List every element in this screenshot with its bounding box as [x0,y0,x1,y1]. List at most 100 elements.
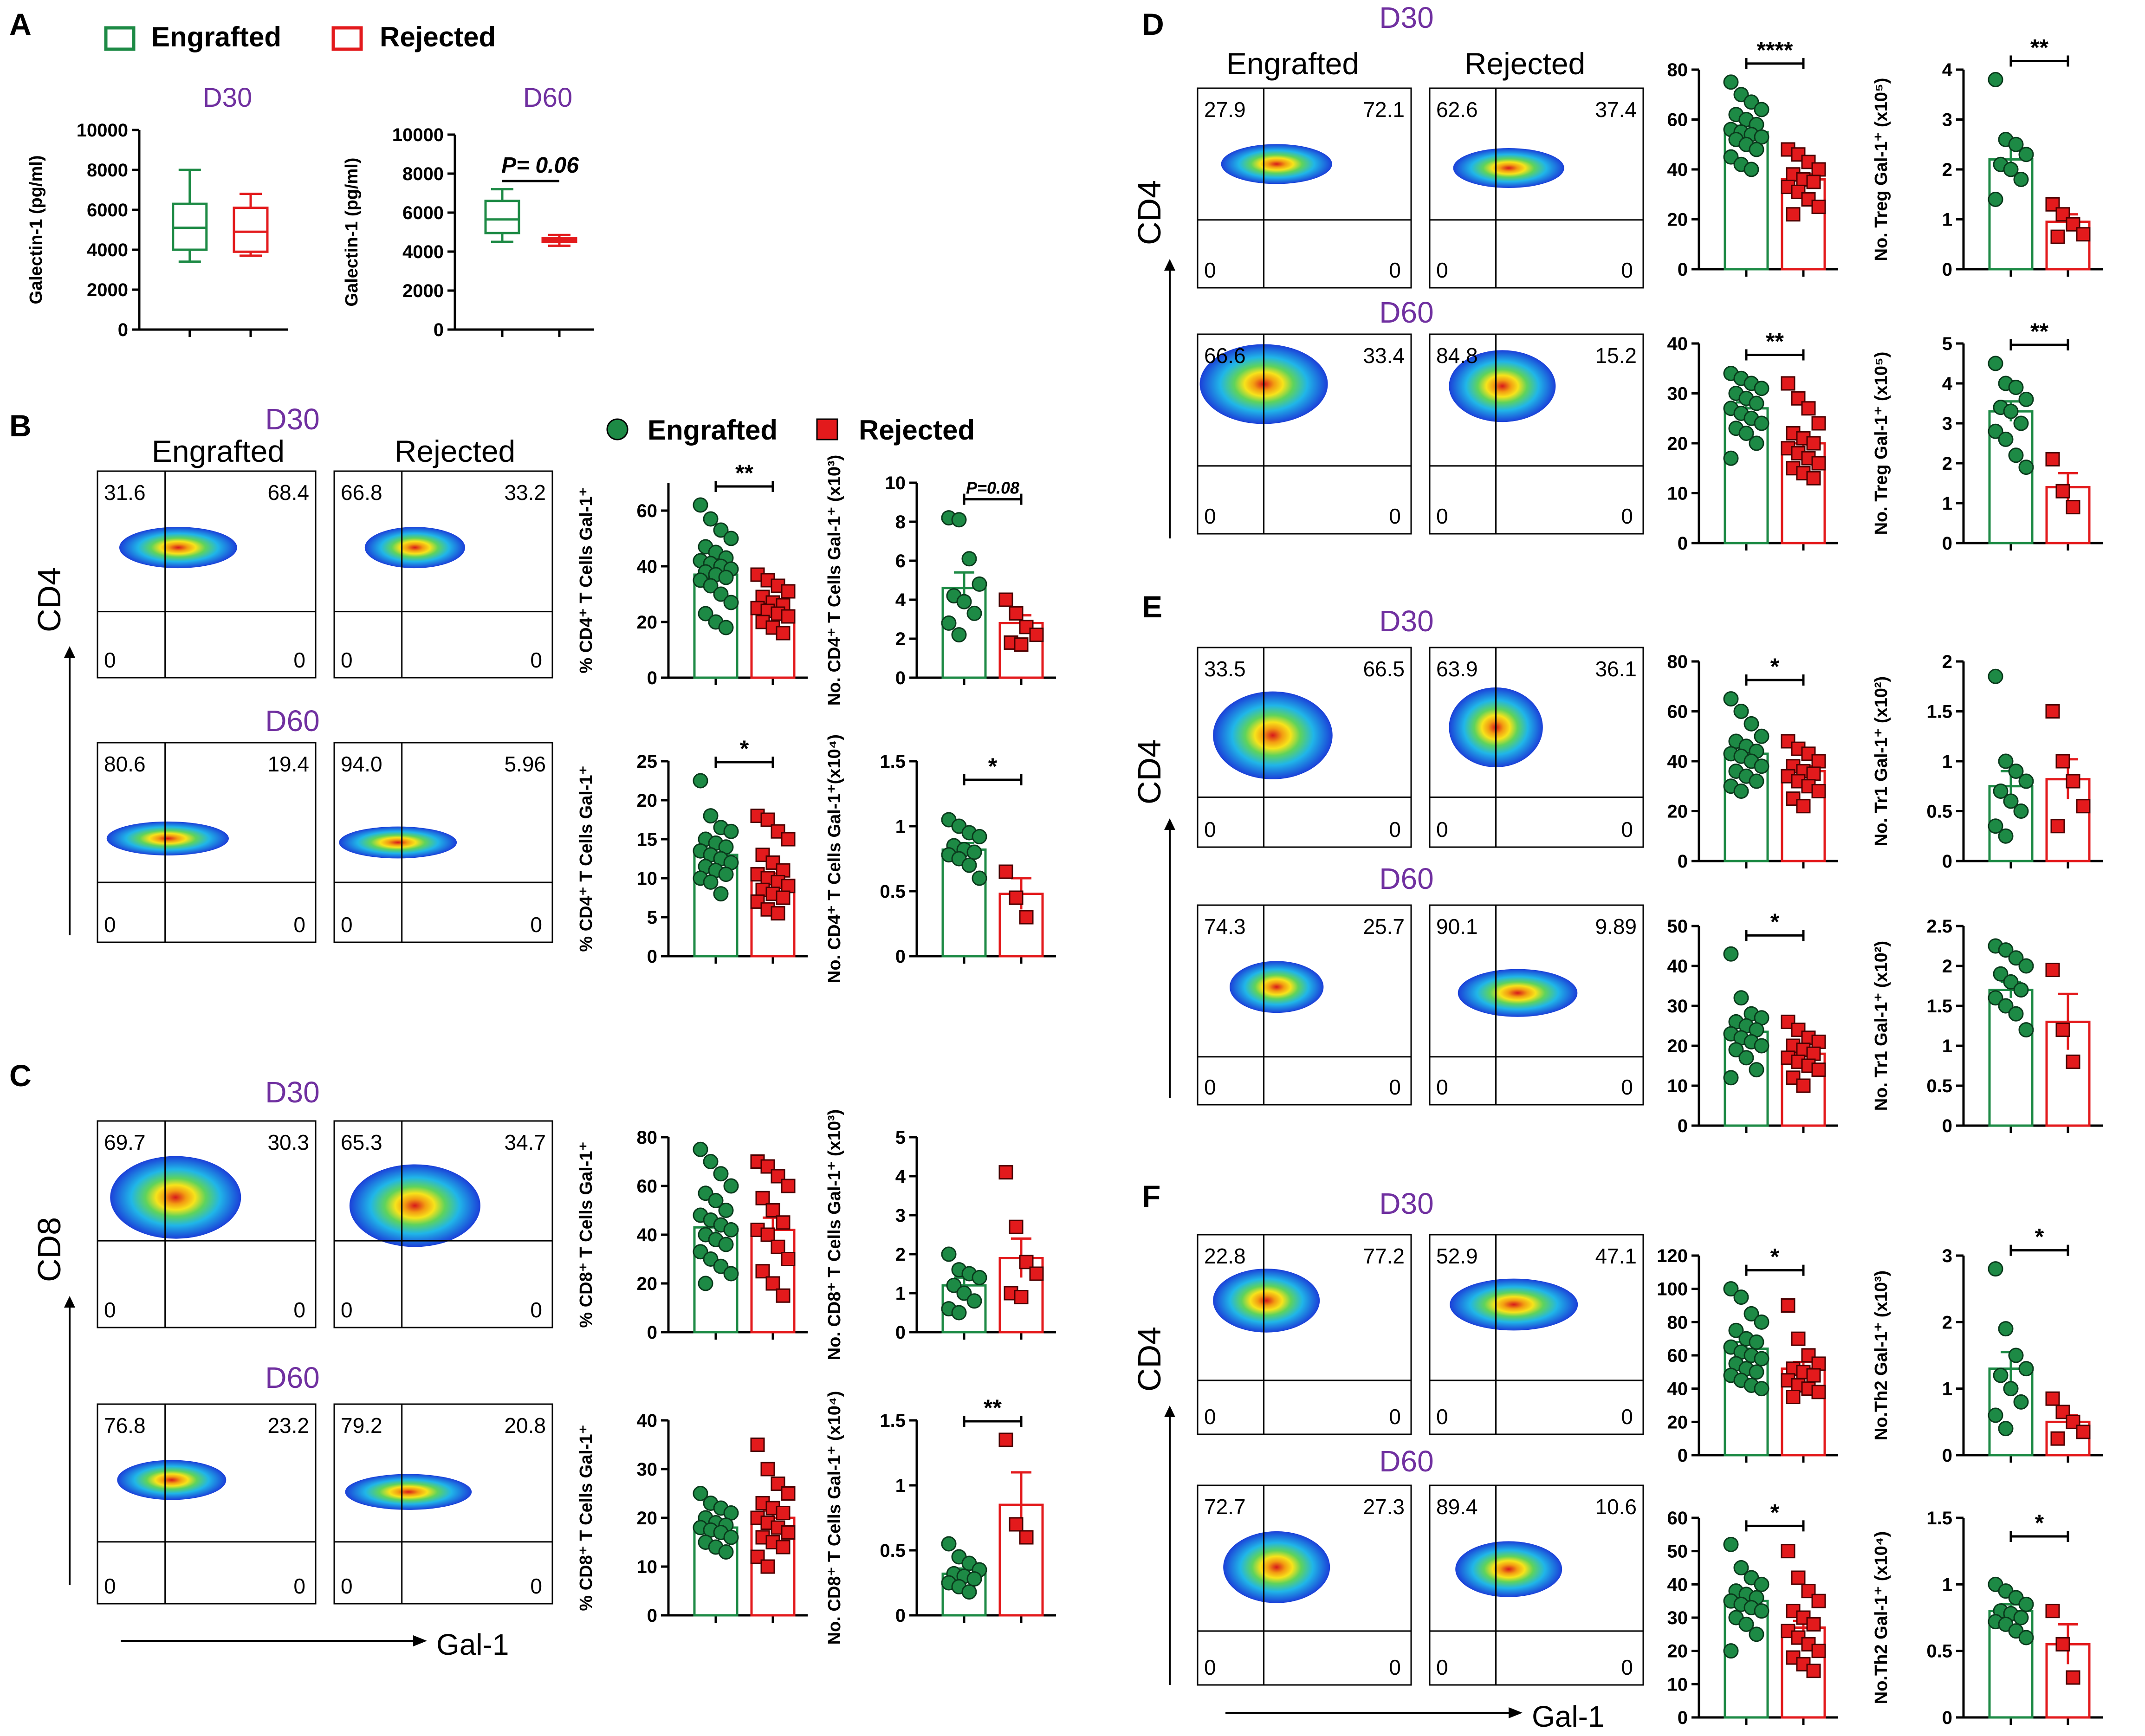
flow-quadrant-ll: 0 [341,648,353,672]
flow-plot-rejected: 65.3 34.7 0 0 [333,1120,553,1328]
data-point-rejected [2045,197,2060,212]
data-point-engrafted [1754,728,1769,744]
flow-quadrant-ul: 62.6 [1436,97,1478,122]
data-point-engrafted [718,1203,734,1218]
flow-quadrant-ll: 0 [1436,1655,1448,1679]
data-point-engrafted [1754,1603,1769,1619]
data-point-engrafted [1733,784,1749,799]
data-point-engrafted [718,867,734,882]
data-point-rejected [771,906,785,921]
flow-y-axis-label: CD4 [1131,739,1167,804]
data-point-engrafted [2013,803,2029,819]
flow-density-blob [349,1164,480,1247]
data-point-rejected [2066,774,2080,789]
flow-quadrant-lr: 0 [530,648,542,672]
data-point-rejected [1806,1664,1821,1678]
flow-quadrant-lr: 0 [1621,1405,1633,1429]
chart-f4: 0 0.5 1 1.5 No.Th2 Gal-1⁺ (x10⁴) * [1872,1508,2103,1728]
bar-rejected [2045,486,2091,544]
flow-block-e-d30: D30 33.5 66.5 0 0 63.9 36.1 0 0 CD4 [1131,604,1644,1098]
flow-quadrant-ll: 0 [104,913,116,937]
panel-label-c: C [9,1058,32,1093]
y-tick-label: 2000 [402,281,444,301]
y-tick-label: 0 [1942,1116,1952,1136]
y-tick-label: 20 [637,790,658,811]
y-tick-label: 0 [1678,533,1688,554]
y-tick-label: 0 [1678,1116,1688,1136]
y-tick-label: 0 [1678,851,1688,872]
flow-quadrant-ll: 0 [341,1298,353,1322]
y-tick-label: 30 [1667,1608,1688,1628]
sig-label: **** [1757,37,1793,63]
data-point-engrafted [703,578,719,594]
y-tick-label: 4000 [87,240,128,260]
data-point-engrafted [1743,94,1759,110]
flow-block-c-d60: D60 76.8 23.2 0 0 79.2 20.8 0 0 [97,1361,553,1605]
flow-density-blob [1230,961,1324,1013]
chart-b2: 0 2 4 6 8 10 No. CD4⁺ T Cells Gal-1⁺ (x10³) P=0… [825,455,1056,706]
flow-plot-rejected: 63.9 36.1 0 0 [1429,647,1644,848]
data-point-engrafted [1723,74,1739,90]
data-point-engrafted [2013,172,2029,187]
flow-plot-frame [1429,1234,1644,1435]
data-point-engrafted [693,1141,708,1157]
data-point-engrafted [1998,828,2014,844]
data-point-rejected [2066,1054,2080,1069]
y-tick-label: 40 [1667,160,1688,180]
data-point-engrafted [1733,1560,1749,1575]
y-tick-label: 1.5 [880,751,906,772]
flow-quadrant-ur: 68.4 [267,480,309,505]
data-point-rejected [2045,704,2060,719]
data-point-rejected [1009,890,1024,905]
y-tick-label: 4000 [402,242,444,262]
data-point-engrafted [698,1185,713,1201]
flow-quadrant-ll: 0 [104,648,116,672]
data-point-engrafted [1723,1536,1739,1552]
y-axis-label: % CD4⁺ T Cells Gal-1⁺ [577,487,596,673]
data-point-rejected [776,1215,791,1230]
flow-density-blob [1221,144,1332,184]
y-tick-label: 10 [637,868,658,889]
flow-y-axis-label: CD8 [31,1217,67,1282]
chart-d4: 0 1 2 3 4 5 No. Treg Gal-1⁺ (x10⁵) ** [1872,318,2103,554]
data-point-engrafted [1749,395,1764,411]
flow-plot-frame [1197,1234,1412,1435]
y-tick-label: 1.5 [1926,996,1952,1017]
flow-quadrant-ur: 20.8 [504,1413,546,1438]
gal1-arrow-head [413,1635,427,1646]
y-tick-label: 8 [895,512,906,532]
y-tick-label: 2 [1942,956,1952,977]
flow-density-blob [1449,350,1556,422]
y-tick-label: 6000 [402,203,444,223]
flow-plot-frame [97,1403,317,1605]
data-point-engrafted [2013,982,2029,998]
data-point-engrafted [972,1270,987,1285]
y-axis-label: No. CD4⁺ T Cells Gal-1⁺ (x10³) [825,455,844,706]
y-tick-label: 6000 [87,200,128,220]
data-point-engrafted [1988,1261,2003,1277]
legend-top-rejected-label: Rejected [380,21,496,52]
y-tick-label: 10 [637,1557,658,1577]
y-axis-label: Galectin-1 (pg/ml) [342,158,362,307]
data-point-engrafted [1754,1576,1769,1592]
data-point-engrafted [1988,818,2003,834]
y-tick-label: 0 [647,1606,657,1626]
data-point-engrafted [941,1246,957,1262]
flow-plot-rejected: 90.1 9.89 0 0 [1429,904,1644,1106]
data-point-rejected [776,1540,791,1555]
flow-plot-engrafted: 69.7 30.3 0 0 [97,1120,317,1328]
y-axis-label: No. Tr1 Gal-1⁺ (x10²) [1872,941,1891,1111]
data-point-engrafted [1738,1050,1754,1066]
data-point-engrafted [966,844,982,860]
data-point-engrafted [1754,1314,1769,1330]
flow-quadrant-ul: 94.0 [341,752,382,776]
sig-label: ** [984,1395,1002,1421]
chart-b3: 0 5 10 15 20 25 % CD4⁺ T Cells Gal-1⁺ * [577,736,808,967]
panel-label-d: D [1142,7,1164,41]
y-tick-label: 1.5 [880,1411,906,1431]
y-axis-label: % CD4⁺ T Cells Gal-1⁺ [577,765,596,952]
chart-e4: 0 0.5 1 1.5 2 2.5 No. Tr1 Gal-1⁺ (x10²) [1872,916,2103,1136]
